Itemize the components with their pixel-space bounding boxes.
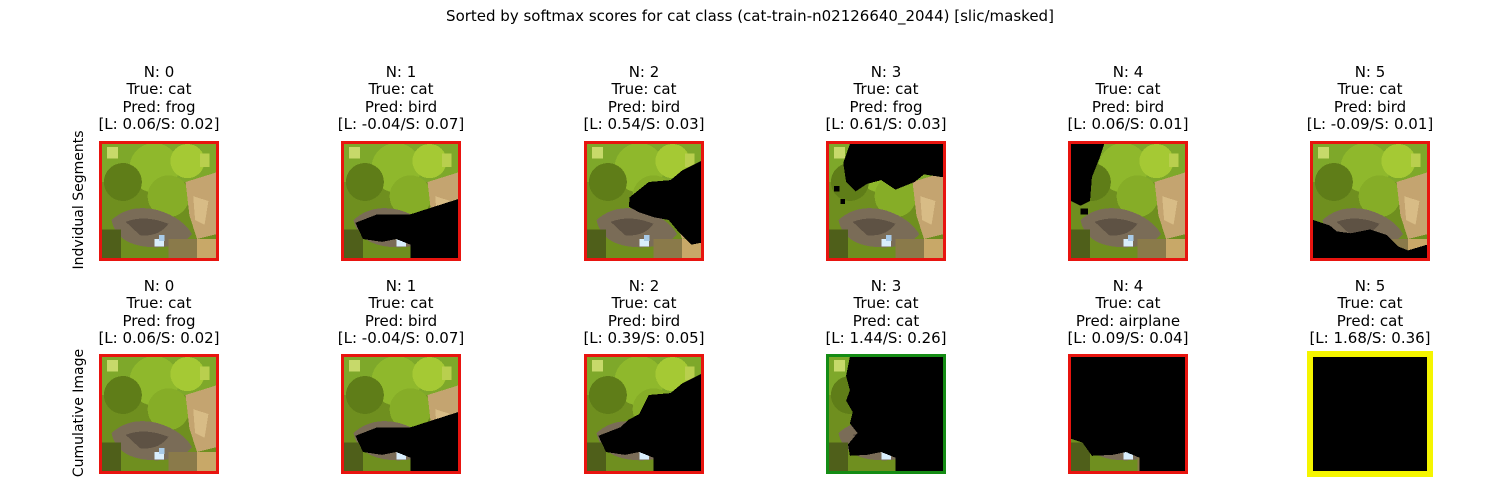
segment-panel-3-image — [826, 141, 946, 261]
segment-panel-2-image — [584, 141, 704, 261]
panel-n-label: N: 4 — [1112, 63, 1144, 81]
panel-n-label: N: 0 — [143, 277, 175, 295]
panel-true-label: True: cat — [126, 80, 192, 99]
panel-n-label: N: 2 — [628, 277, 660, 295]
panel-scores-label: [L: 0.06/S: 0.01] — [1067, 115, 1189, 134]
panel-n-label: N: 3 — [870, 277, 902, 295]
panel-pred-label: Pred: airplane — [1075, 311, 1181, 330]
panel-pred-label: Pred: cat — [1336, 311, 1404, 330]
panel-true-label: True: cat — [1095, 80, 1161, 99]
panel-true-label: True: cat — [368, 80, 434, 99]
panel-true-label: True: cat — [1095, 294, 1161, 313]
panel-scores-label: [L: 0.09/S: 0.04] — [1067, 329, 1189, 348]
row-label-individual-segments: Indvidual Segments — [71, 130, 87, 270]
cumulative-panel-3-image — [826, 354, 946, 474]
panel-true-label: True: cat — [853, 80, 919, 99]
panel-true-label: True: cat — [1337, 80, 1403, 99]
segment-panel-1-title: N: 1 True: cat Pred: bird [L: -0.04/S: 0.07… — [281, 63, 521, 134]
panel-pred-label: Pred: bird — [1091, 97, 1165, 116]
cumulative-panel-4-title: N: 4 True: cat Pred: airplane [L: 0.09/S: 0… — [1008, 277, 1248, 348]
panel-scores-label: [L: 0.39/S: 0.05] — [583, 329, 705, 348]
panel-pred-label: Pred: bird — [1333, 97, 1407, 116]
cumulative-panel-1-title: N: 1 True: cat Pred: bird [L: -0.04/S: 0.07… — [281, 277, 521, 348]
cumulative-panel-4-image — [1068, 354, 1188, 474]
panel-true-label: True: cat — [126, 294, 192, 313]
panel-true-label: True: cat — [1337, 294, 1403, 313]
segment-panel-5-title: N: 5 True: cat Pred: bird [L: -0.09/S: 0.01… — [1250, 63, 1490, 134]
panel-scores-label: [L: -0.04/S: 0.07] — [337, 115, 465, 134]
panel-n-label: N: 4 — [1112, 277, 1144, 295]
panel-n-label: N: 2 — [628, 63, 660, 81]
segment-panel-4-image — [1068, 141, 1188, 261]
panel-scores-label: [L: 0.54/S: 0.03] — [583, 115, 705, 134]
panel-true-label: True: cat — [853, 294, 919, 313]
panel-scores-label: [L: 0.06/S: 0.02] — [98, 115, 220, 134]
cumulative-panel-1-image — [341, 354, 461, 474]
segment-panel-3-title: N: 3 True: cat Pred: frog [L: 0.61/S: 0.03] — [766, 63, 1006, 134]
panel-scores-label: [L: -0.09/S: 0.01] — [1306, 115, 1434, 134]
panel-scores-label: [L: -0.04/S: 0.07] — [337, 329, 465, 348]
cumulative-panel-2-image — [584, 354, 704, 474]
panel-scores-label: [L: 1.44/S: 0.26] — [825, 329, 947, 348]
panel-pred-label: Pred: frog — [122, 97, 196, 116]
panel-n-label: N: 0 — [143, 63, 175, 81]
panel-scores-label: [L: 0.61/S: 0.03] — [825, 115, 947, 134]
panel-true-label: True: cat — [368, 294, 434, 313]
cumulative-panel-0-image — [99, 354, 219, 474]
figure-title: Sorted by softmax scores for cat class (… — [446, 7, 1054, 25]
panel-pred-label: Pred: bird — [607, 97, 681, 116]
segment-panel-4-title: N: 4 True: cat Pred: bird [L: 0.06/S: 0.01] — [1008, 63, 1248, 134]
panel-pred-label: Pred: bird — [607, 311, 681, 330]
panel-true-label: True: cat — [611, 80, 677, 99]
panel-pred-label: Pred: frog — [849, 97, 923, 116]
panel-scores-label: [L: 0.06/S: 0.02] — [98, 329, 220, 348]
panel-n-label: N: 1 — [385, 63, 417, 81]
panel-pred-label: Pred: bird — [364, 311, 438, 330]
cumulative-panel-5-title: N: 5 True: cat Pred: cat [L: 1.68/S: 0.36] — [1250, 277, 1490, 348]
segment-panel-5-image — [1310, 141, 1430, 261]
cumulative-panel-2-title: N: 2 True: cat Pred: bird [L: 0.39/S: 0.05] — [524, 277, 764, 348]
segment-panel-2-title: N: 2 True: cat Pred: bird [L: 0.54/S: 0.03] — [524, 63, 764, 134]
panel-pred-label: Pred: cat — [852, 311, 920, 330]
segment-panel-1-image — [341, 141, 461, 261]
panel-n-label: N: 3 — [870, 63, 902, 81]
panel-pred-label: Pred: bird — [364, 97, 438, 116]
cumulative-panel-5-image — [1307, 351, 1433, 477]
row-label-cumulative-image: Cumulative Image — [71, 348, 87, 478]
panel-n-label: N: 1 — [385, 277, 417, 295]
segment-panel-0-image — [99, 141, 219, 261]
cumulative-panel-0-title: N: 0 True: cat Pred: frog [L: 0.06/S: 0.02] — [39, 277, 279, 348]
cumulative-panel-3-title: N: 3 True: cat Pred: cat [L: 1.44/S: 0.26] — [766, 277, 1006, 348]
panel-n-label: N: 5 — [1354, 277, 1386, 295]
panel-n-label: N: 5 — [1354, 63, 1386, 81]
segment-panel-0-title: N: 0 True: cat Pred: frog [L: 0.06/S: 0.02] — [39, 63, 279, 134]
panel-true-label: True: cat — [611, 294, 677, 313]
panel-scores-label: [L: 1.68/S: 0.36] — [1309, 329, 1431, 348]
panel-pred-label: Pred: frog — [122, 311, 196, 330]
